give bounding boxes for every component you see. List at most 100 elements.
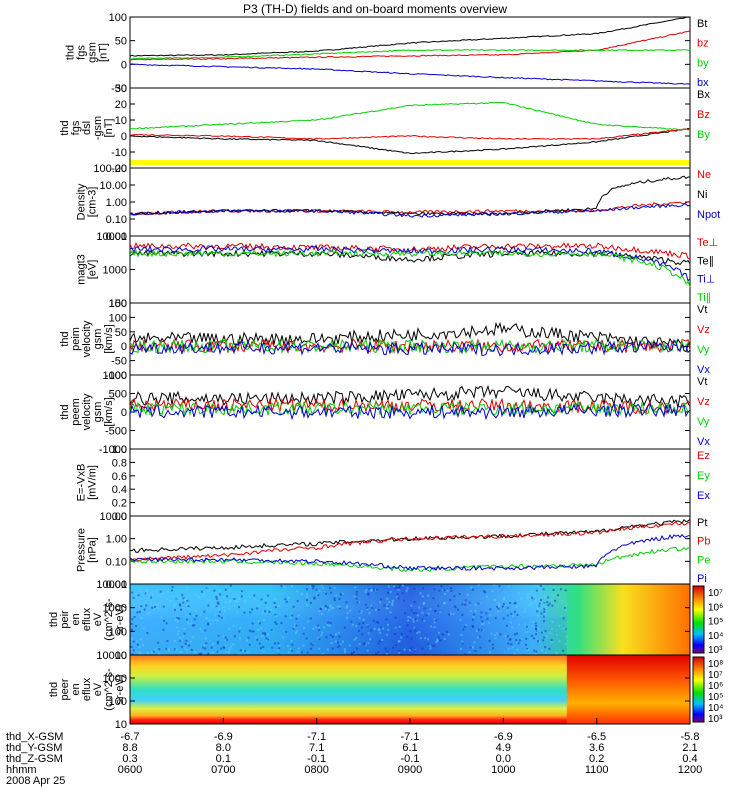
heatmap-speck	[454, 606, 457, 609]
heatmap-speck	[208, 619, 211, 622]
heatmap-speck	[292, 605, 295, 608]
heatmap-speck	[224, 639, 227, 642]
heatmap-speck	[261, 611, 264, 614]
heatmap-speck	[321, 653, 324, 656]
heatmap-speck	[556, 594, 559, 597]
heatmap-speck	[391, 599, 394, 602]
y-tick-label: 1000	[103, 265, 127, 277]
heatmap-speck	[527, 593, 530, 596]
heatmap-speck	[185, 639, 188, 642]
heatmap-speck	[366, 606, 369, 609]
heatmap-speck	[264, 601, 267, 604]
heatmap-speck	[536, 614, 539, 617]
heatmap-speck	[186, 642, 189, 645]
heatmap-speck	[166, 640, 169, 643]
panel-3	[129, 167, 691, 237]
heatmap-speck	[213, 584, 216, 587]
heatmap-speck	[199, 627, 202, 630]
y-tick-label: 1000	[103, 370, 127, 382]
heatmap-speck	[184, 642, 187, 645]
heatmap-speck	[486, 617, 489, 620]
heatmap-speck	[506, 606, 509, 609]
heatmap-speck	[536, 607, 539, 610]
footer-row-label: thd_X-GSM	[6, 731, 63, 743]
heatmap-speck	[404, 612, 407, 615]
heatmap-speck	[135, 640, 138, 643]
heatmap-speck	[200, 652, 203, 655]
heatmap-speck	[236, 600, 239, 603]
heatmap-speck	[350, 620, 353, 623]
heatmap-speck	[511, 646, 514, 649]
heatmap-speck	[190, 640, 193, 643]
footer-value: 0900	[398, 764, 422, 776]
y-axis-label: magt3	[76, 254, 88, 285]
heatmap-speck	[410, 604, 413, 607]
heatmap-speck	[241, 607, 244, 610]
heatmap-speck	[192, 636, 195, 639]
footer-value: 0.2	[589, 753, 604, 765]
heatmap-speck	[419, 592, 422, 595]
heatmap-speck	[513, 610, 516, 613]
heatmap-speck	[387, 585, 390, 588]
panel-frame	[129, 448, 691, 517]
heatmap-speck	[351, 623, 354, 626]
heatmap-speck	[493, 599, 496, 602]
heatmap-speck	[549, 585, 552, 588]
heatmap-speck	[317, 637, 320, 640]
legend-Vt: Vt	[697, 376, 707, 388]
heatmap-speck	[302, 644, 305, 647]
heatmap-speck	[509, 621, 512, 624]
heatmap-speck	[379, 626, 382, 629]
heatmap-speck	[355, 647, 358, 650]
heatmap-speck	[240, 595, 243, 598]
heatmap-speck	[162, 628, 165, 631]
heatmap-speck	[211, 651, 214, 654]
panel-1	[129, 16, 691, 89]
heatmap-speck	[485, 595, 488, 598]
heatmap-speck	[262, 650, 265, 653]
heatmap-speck	[186, 649, 189, 652]
heatmap-speck	[305, 603, 308, 606]
heatmap-speck	[482, 629, 485, 632]
heatmap-speck	[373, 589, 376, 592]
y-tick-label: 10	[115, 115, 127, 127]
heatmap-speck	[496, 610, 499, 613]
heatmap-speck	[449, 599, 452, 602]
heatmap-speck	[183, 627, 186, 630]
heatmap-speck	[180, 608, 183, 611]
heatmap-speck	[538, 602, 541, 605]
heatmap-speck	[204, 637, 207, 640]
heatmap-speck	[506, 614, 509, 617]
heatmap-speck	[165, 647, 168, 650]
y-tick-label: 0.10	[106, 556, 127, 568]
legend-Vy: Vy	[697, 344, 710, 356]
heatmap-speck	[450, 612, 453, 615]
heatmap-speck	[364, 591, 367, 594]
heatmap-speck	[413, 601, 416, 604]
y-axis-label: thd	[59, 331, 71, 346]
heatmap-speck	[325, 592, 328, 595]
series-line-bx	[129, 63, 691, 85]
heatmap-speck	[176, 616, 179, 619]
heatmap-speck	[211, 605, 214, 608]
heatmap-speck	[564, 604, 567, 607]
heatmap-speck	[208, 599, 211, 602]
heatmap-speck	[396, 593, 399, 596]
heatmap-speck	[389, 590, 392, 593]
heatmap-speck	[317, 624, 320, 627]
heatmap-speck	[498, 585, 501, 588]
heatmap-speck	[346, 612, 349, 615]
heatmap-speck	[371, 606, 374, 609]
legend-Bt: Bt	[697, 18, 707, 30]
y-axis-label: eV	[92, 682, 104, 696]
footer-value: -7.1	[401, 731, 420, 743]
y-axis-label: Density	[76, 183, 88, 220]
heatmap-speck	[314, 626, 317, 629]
heatmap-speck	[516, 613, 519, 616]
heatmap-speck	[437, 636, 440, 639]
y-tick-label: 1000	[103, 603, 127, 615]
heatmap-speck	[450, 589, 453, 592]
heatmap-speck	[413, 626, 416, 629]
heatmap-speck	[161, 592, 164, 595]
heatmap-speck	[562, 617, 565, 620]
